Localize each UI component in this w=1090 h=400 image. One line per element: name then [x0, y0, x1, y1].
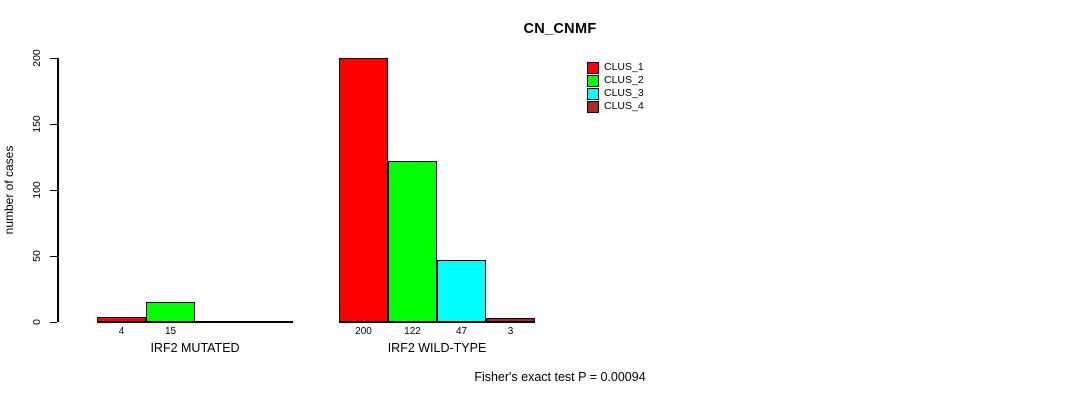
legend-swatch — [587, 100, 599, 113]
legend-swatch — [587, 74, 599, 87]
y-tick-label: 150 — [31, 115, 43, 133]
legend-item: CLUS_1 — [587, 61, 644, 74]
legend-label: CLUS_1 — [604, 61, 644, 73]
chart-title: CN_CNMF — [523, 21, 597, 37]
bar-value-label: 3 — [507, 326, 514, 337]
bar-clus_4 — [486, 318, 535, 322]
group-baseline — [339, 321, 535, 323]
group-label: IRF2 WILD-TYPE — [387, 341, 487, 355]
bar-value-label: 4 — [118, 326, 125, 337]
bar-clus_1 — [339, 58, 388, 322]
bar-clus_3 — [437, 260, 486, 322]
group-baseline — [97, 321, 293, 323]
y-tick-label: 100 — [31, 181, 43, 199]
y-tick-label: 0 — [31, 319, 43, 325]
legend-item: CLUS_4 — [587, 100, 644, 113]
y-tick-mark — [50, 321, 57, 323]
bar-value-label: 122 — [404, 326, 421, 337]
bar-clus_2 — [388, 161, 437, 322]
legend-label: CLUS_4 — [604, 100, 644, 112]
y-axis-label: number of cases — [2, 145, 16, 235]
legend-label: CLUS_2 — [604, 74, 644, 86]
bar-clus_2 — [146, 302, 195, 322]
bar-clus_1 — [97, 317, 146, 322]
y-tick-mark — [50, 255, 57, 257]
y-tick-label: 200 — [31, 49, 43, 67]
legend-swatch — [587, 61, 599, 74]
y-axis-line — [57, 58, 59, 322]
legend-label: CLUS_3 — [604, 87, 644, 99]
legend-item: CLUS_3 — [587, 87, 644, 100]
bar-value-label: 47 — [455, 326, 468, 337]
group-label: IRF2 MUTATED — [150, 341, 240, 355]
bar-value-label: 200 — [355, 326, 372, 337]
y-tick-mark — [50, 123, 57, 125]
y-tick-mark — [50, 57, 57, 59]
y-tick-mark — [50, 189, 57, 191]
legend-item: CLUS_2 — [587, 74, 644, 87]
legend-swatch — [587, 87, 599, 100]
legend: CLUS_1 CLUS_2 CLUS_3 CLUS_4 — [587, 61, 644, 113]
y-tick-label: 50 — [31, 250, 43, 262]
bar-value-label: 15 — [164, 326, 177, 337]
annotation-text: Fisher's exact test P = 0.00094 — [474, 370, 646, 384]
